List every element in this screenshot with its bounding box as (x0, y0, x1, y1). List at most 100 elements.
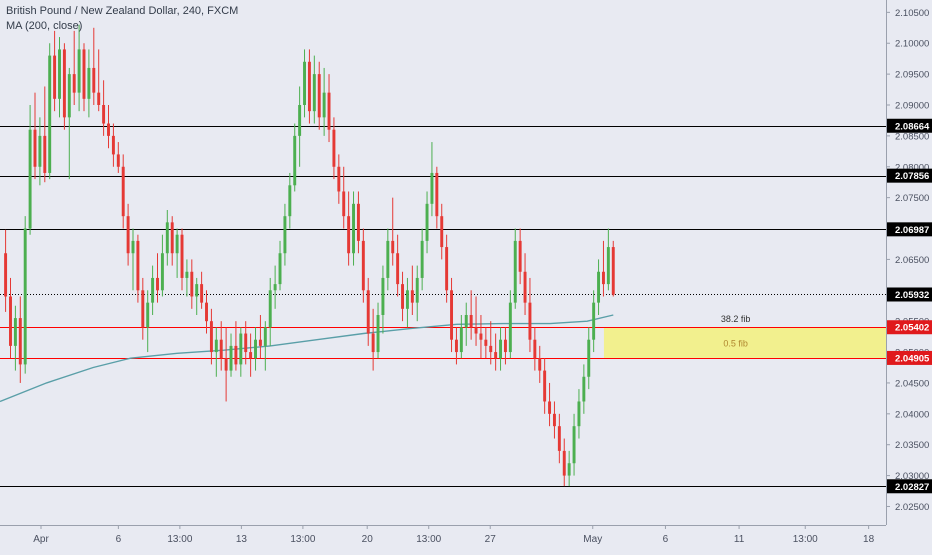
candle[interactable] (327, 74, 331, 143)
candle[interactable] (582, 364, 586, 414)
candle[interactable] (303, 49, 306, 118)
candle[interactable] (587, 327, 591, 390)
candle[interactable] (479, 315, 483, 359)
candle[interactable] (474, 296, 478, 346)
candle[interactable] (190, 259, 194, 309)
candle[interactable] (33, 92, 37, 180)
candle[interactable] (611, 240, 615, 297)
candle[interactable] (273, 265, 277, 309)
candle[interactable] (200, 271, 204, 309)
candle[interactable] (38, 117, 42, 186)
candle[interactable] (503, 327, 507, 365)
candle[interactable] (97, 49, 101, 112)
candle[interactable] (58, 37, 61, 118)
ma-indicator-label[interactable]: MA (200, close) (6, 20, 83, 32)
candle[interactable] (420, 228, 424, 291)
candle[interactable] (195, 277, 199, 315)
candle[interactable] (533, 327, 537, 371)
candle[interactable] (386, 228, 390, 291)
candle[interactable] (13, 305, 17, 371)
candle[interactable] (249, 333, 253, 377)
fib-zone-rect[interactable] (603, 327, 888, 358)
candle[interactable] (18, 296, 22, 383)
candle[interactable] (258, 315, 262, 359)
candle[interactable] (244, 321, 248, 365)
candle[interactable] (454, 327, 458, 365)
candle[interactable] (562, 438, 566, 487)
candle[interactable] (298, 86, 302, 167)
candle[interactable] (9, 277, 12, 359)
candle[interactable] (513, 228, 517, 309)
candle[interactable] (322, 67, 326, 136)
candle[interactable] (234, 321, 238, 371)
candle[interactable] (160, 234, 164, 297)
candle[interactable] (450, 277, 454, 353)
candle[interactable] (499, 327, 503, 371)
candle[interactable] (567, 450, 571, 487)
candle[interactable] (62, 43, 66, 130)
candle[interactable] (538, 345, 542, 383)
candle[interactable] (214, 327, 218, 377)
candle[interactable] (53, 30, 57, 112)
candle[interactable] (180, 228, 184, 291)
candle[interactable] (219, 321, 223, 371)
candle[interactable] (592, 290, 596, 353)
candle[interactable] (484, 327, 488, 359)
candle[interactable] (445, 234, 449, 303)
candle[interactable] (548, 382, 552, 427)
candle[interactable] (435, 166, 439, 229)
candle[interactable] (361, 228, 365, 303)
candle[interactable] (410, 265, 414, 315)
level-price-tag[interactable] (887, 320, 932, 335)
candle[interactable] (459, 315, 463, 359)
candle[interactable] (268, 277, 272, 346)
candle[interactable] (116, 142, 120, 173)
candle[interactable] (440, 203, 444, 260)
candle[interactable] (597, 259, 601, 315)
candle[interactable] (141, 277, 145, 340)
candle[interactable] (352, 191, 355, 266)
candle[interactable] (107, 105, 110, 149)
candle[interactable] (92, 27, 96, 105)
level-price-tag[interactable] (887, 479, 932, 494)
candle[interactable] (111, 123, 115, 167)
candle[interactable] (528, 277, 532, 353)
candle[interactable] (67, 67, 71, 180)
level-price-tag[interactable] (887, 118, 932, 133)
candle[interactable] (312, 55, 316, 124)
price-axis[interactable]: 2.10500 2.10000 2.09500 2.09000 2.08500 2.080… (886, 0, 932, 550)
candle[interactable] (557, 413, 561, 464)
candle[interactable] (572, 413, 576, 476)
candle[interactable] (366, 277, 370, 346)
candle[interactable] (224, 327, 228, 402)
level-price-tag[interactable] (887, 168, 932, 183)
candle[interactable] (469, 290, 473, 340)
candle[interactable] (543, 358, 547, 414)
candle[interactable] (489, 321, 493, 365)
candle[interactable] (307, 49, 311, 124)
candle[interactable] (347, 191, 351, 266)
candle[interactable] (185, 259, 189, 297)
candle[interactable] (356, 191, 360, 254)
candle[interactable] (601, 240, 605, 297)
candle[interactable] (209, 308, 213, 365)
candle[interactable] (405, 277, 409, 328)
candle[interactable] (156, 253, 159, 303)
candle[interactable] (77, 24, 81, 112)
candle[interactable] (317, 61, 321, 130)
candle[interactable] (391, 197, 395, 266)
candle[interactable] (606, 228, 610, 291)
ma-200-line[interactable] (0, 314, 614, 403)
candle[interactable] (552, 401, 556, 439)
candle[interactable] (102, 80, 106, 136)
candle[interactable] (415, 265, 419, 322)
candle[interactable] (28, 105, 32, 235)
candle[interactable] (278, 240, 282, 291)
candle[interactable] (82, 43, 86, 112)
candle[interactable] (396, 234, 400, 297)
candle[interactable] (151, 265, 155, 315)
candle[interactable] (254, 327, 257, 371)
candle[interactable] (4, 229, 8, 312)
candle[interactable] (342, 166, 346, 229)
